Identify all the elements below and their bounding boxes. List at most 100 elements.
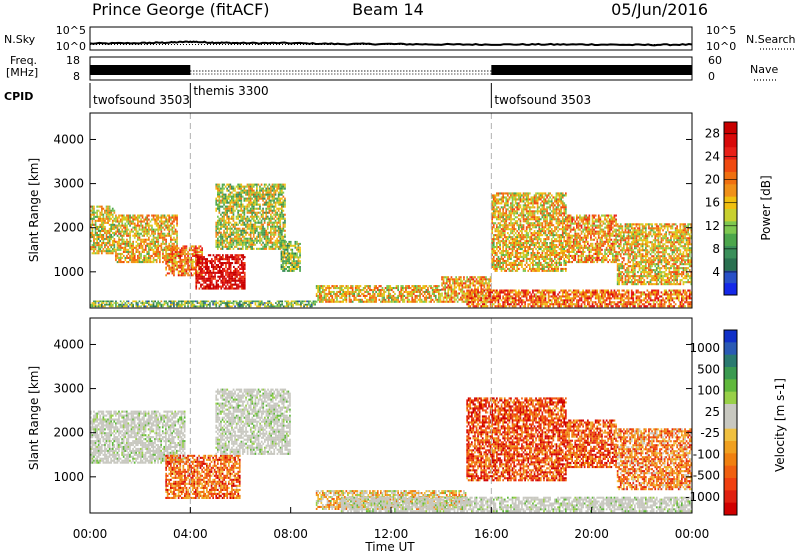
heatmap-cell xyxy=(124,218,127,221)
heatmap-cell xyxy=(364,300,366,303)
heatmap-cell xyxy=(285,256,287,259)
heatmap-cell xyxy=(428,285,431,288)
heatmap-cell xyxy=(532,238,534,241)
heatmap-cell xyxy=(456,292,459,295)
heatmap-cell xyxy=(173,249,175,252)
heatmap-cell xyxy=(491,222,493,225)
heatmap-cell xyxy=(237,191,239,194)
heatmap-cell xyxy=(263,221,266,224)
heatmap-cell xyxy=(226,197,228,200)
heatmap-cell xyxy=(453,290,456,293)
heatmap-cell xyxy=(236,254,238,257)
heatmap-cell xyxy=(170,234,172,237)
heatmap-cell xyxy=(221,185,224,188)
heatmap-cell xyxy=(187,255,189,257)
heatmap-cell xyxy=(447,288,450,291)
heatmap-cell xyxy=(558,228,561,231)
heatmap-cell xyxy=(510,236,512,239)
heatmap-cell xyxy=(248,243,250,246)
heatmap-cell xyxy=(214,256,216,259)
heatmap-cell xyxy=(277,221,280,224)
heatmap-cell xyxy=(461,284,464,287)
heatmap-cell xyxy=(505,248,508,251)
heatmap-cell xyxy=(522,254,525,257)
heatmap-cell xyxy=(233,256,235,259)
heatmap-cell xyxy=(535,224,537,227)
heatmap-cell xyxy=(518,232,520,235)
heatmap-cell xyxy=(193,268,196,271)
heatmap-cell xyxy=(237,211,239,214)
heatmap-cell xyxy=(99,223,102,226)
heatmap-cell xyxy=(176,216,178,219)
heatmap-cell xyxy=(122,230,125,233)
heatmap-cell xyxy=(550,257,553,260)
heatmap-cell xyxy=(171,266,174,269)
heatmap-cell xyxy=(211,271,213,274)
heatmap-cell xyxy=(274,247,277,250)
heatmap-cell xyxy=(555,255,558,258)
heatmap-cell xyxy=(286,254,289,257)
heatmap-cell xyxy=(500,234,503,237)
heatmap-cell xyxy=(260,239,263,242)
heatmap-cell xyxy=(119,218,122,221)
heatmap-cell xyxy=(276,225,278,228)
heatmap-cell xyxy=(243,187,246,190)
heatmap-cell xyxy=(111,219,114,222)
heatmap-cell xyxy=(252,203,255,206)
heatmap-cell xyxy=(173,236,175,239)
heatmap-cell xyxy=(237,231,239,234)
heatmap-cell xyxy=(538,198,541,201)
heatmap-cell xyxy=(550,228,553,231)
heatmap-cell xyxy=(215,285,218,288)
heatmap-cell xyxy=(246,191,249,194)
heatmap-cell xyxy=(201,262,204,265)
heatmap-cell xyxy=(223,239,225,242)
heatmap-cell xyxy=(137,256,139,259)
heatmap-cell xyxy=(530,212,533,215)
heatmap-cell xyxy=(215,241,218,244)
heatmap-cell xyxy=(234,258,237,261)
heatmap-cell xyxy=(229,283,232,286)
heatmap-cell xyxy=(249,223,252,226)
heatmap-cell xyxy=(206,258,208,261)
heatmap-cell xyxy=(557,206,559,209)
heatmap-cell xyxy=(157,256,160,259)
heatmap-cell xyxy=(351,287,354,290)
heatmap-cell xyxy=(240,185,243,188)
heatmap-cell xyxy=(143,230,145,233)
heatmap-cell xyxy=(384,298,387,301)
heatmap-cell xyxy=(500,240,503,243)
heatmap-cell xyxy=(96,242,98,245)
heatmap-cell xyxy=(242,277,245,280)
heatmap-cell xyxy=(163,248,166,251)
heatmap-cell xyxy=(270,219,272,222)
heatmap-cell xyxy=(294,244,297,247)
heatmap-cell xyxy=(497,238,500,241)
heatmap-cell xyxy=(133,252,136,255)
heatmap-cell xyxy=(157,240,160,243)
frequency-panel: Freq. [MHz] 18 8 60 0 Nave xyxy=(6,54,778,83)
heatmap-cell xyxy=(119,259,122,262)
heatmap-cell xyxy=(496,206,498,209)
heatmap-cell xyxy=(263,237,266,240)
heatmap-cell xyxy=(511,194,514,197)
heatmap-cell xyxy=(215,283,218,286)
heatmap-cell xyxy=(529,228,531,231)
heatmap-cell xyxy=(347,292,349,295)
heatmap-cell xyxy=(491,248,493,251)
heatmap-cell xyxy=(265,191,268,194)
heatmap-cell xyxy=(148,230,150,233)
heatmap-cell xyxy=(93,246,95,249)
heatmap-cell xyxy=(174,251,177,254)
heatmap-cell xyxy=(337,287,340,290)
heatmap-cell xyxy=(207,254,210,257)
heatmap-cell xyxy=(234,199,236,202)
heatmap-cell xyxy=(372,292,374,295)
heatmap-cell xyxy=(419,285,421,288)
heatmap-cell xyxy=(494,212,497,215)
heatmap-cell xyxy=(94,238,97,241)
heatmap-cell xyxy=(118,222,120,225)
heatmap-cell xyxy=(333,285,335,288)
heatmap-cell xyxy=(165,251,167,254)
heatmap-cell xyxy=(118,230,120,233)
